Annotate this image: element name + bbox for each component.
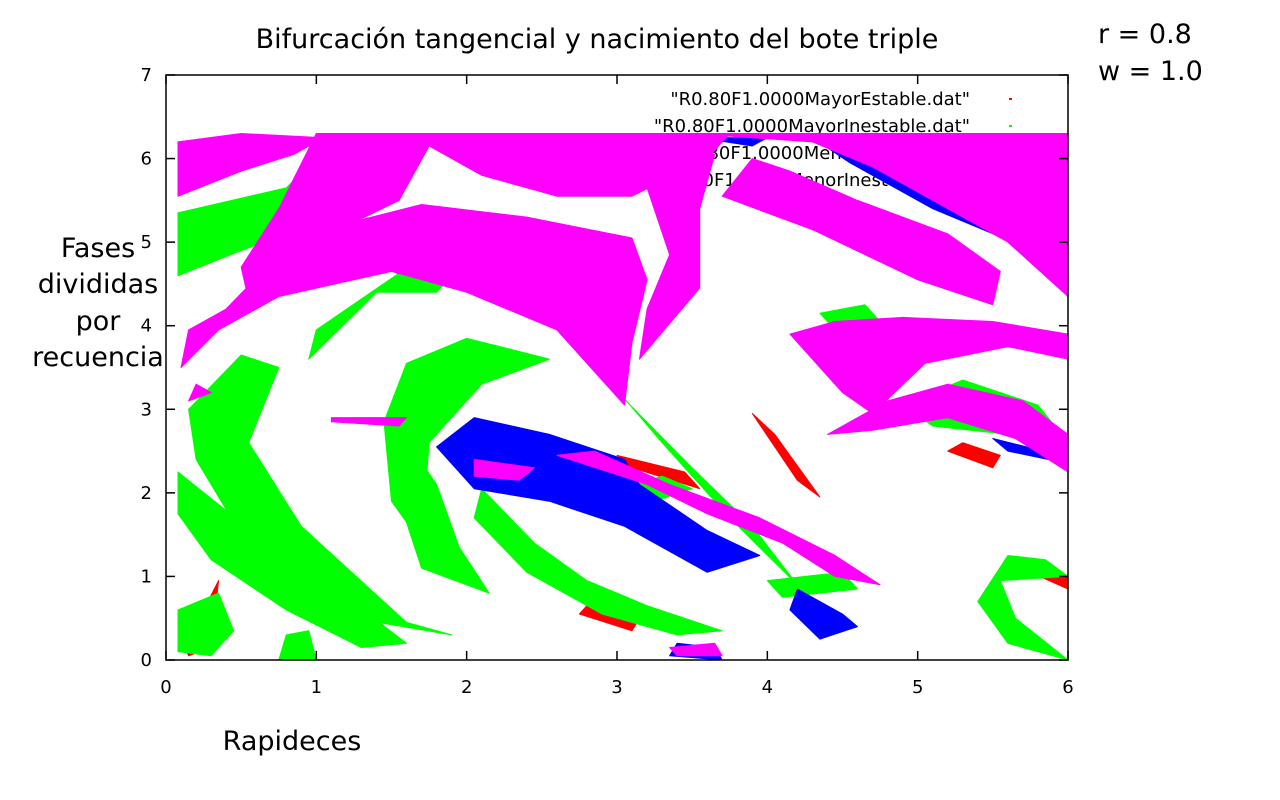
y-axis-label-line-1: Fases (61, 233, 135, 264)
x-tick-label: 3 (611, 677, 622, 698)
legend-swatch-1 (1009, 98, 1012, 100)
series-2-region-3 (188, 354, 453, 636)
x-tick-label: 0 (160, 677, 171, 698)
x-tick-label: 4 (762, 677, 773, 698)
series-2-region-7 (473, 488, 723, 636)
series-4-region-11 (669, 642, 723, 657)
series-4 (177, 133, 1068, 657)
annotation-w: w = 1.0 (1098, 56, 1203, 87)
series-4-region-4 (511, 133, 716, 360)
x-tick-label: 6 (1062, 677, 1073, 698)
series-4-region-1 (177, 133, 325, 197)
y-tick-label: 0 (141, 650, 152, 671)
y-tick-label: 7 (141, 65, 152, 86)
legend-entry-1: "R0.80F1.0000MayorEstable.dat" (670, 89, 970, 110)
series-2-region-11 (977, 555, 1068, 660)
x-tick-label: 5 (912, 677, 923, 698)
x-tick-label: 1 (311, 677, 322, 698)
y-tick-label: 5 (141, 232, 152, 253)
series-4-region-13 (330, 417, 407, 427)
y-axis-label-line-2: divididas (38, 269, 159, 300)
plot-area (177, 133, 1068, 660)
series-3-region-1 (436, 417, 761, 573)
series-1-region-5 (947, 442, 1001, 469)
y-axis-label-line-4: recuencia (32, 342, 164, 373)
series-4-region-12 (188, 383, 212, 402)
y-axis-label-line-3: por (76, 306, 122, 337)
series-2-region-8 (388, 450, 490, 594)
series-2-region-12 (766, 571, 858, 598)
series-4-region-7 (827, 383, 1068, 473)
annotation-r: r = 0.8 (1098, 19, 1192, 50)
x-tick-label: 2 (461, 677, 472, 698)
series-4-region-10 (473, 458, 535, 481)
y-tick-label: 6 (141, 149, 152, 170)
x-axis-label: Rapideces (223, 726, 362, 757)
series-1-region-3 (751, 413, 821, 498)
legend-swatch-2 (1009, 125, 1012, 127)
series-2-region-14 (177, 592, 235, 657)
series-4-region-8 (789, 316, 1068, 414)
series-4-region-6 (721, 158, 1001, 306)
y-tick-label: 1 (141, 566, 152, 587)
series-4-region-5 (691, 133, 1068, 297)
series-3-region-2 (789, 588, 858, 640)
legend-entry-2: "R0.80F1.0000MayorInestable.dat" (654, 116, 970, 137)
series-4-region-9 (556, 450, 881, 586)
series-2-region-13 (278, 630, 317, 660)
y-tick-label: 4 (141, 316, 152, 337)
y-tick-label: 3 (141, 399, 152, 420)
y-tick-label: 2 (141, 483, 152, 504)
chart-title: Bifurcación tangencial y nacimiento del … (256, 24, 939, 55)
axes: 0 1 2 3 4 5 6 0 1 2 3 4 5 6 7 (141, 65, 1074, 698)
